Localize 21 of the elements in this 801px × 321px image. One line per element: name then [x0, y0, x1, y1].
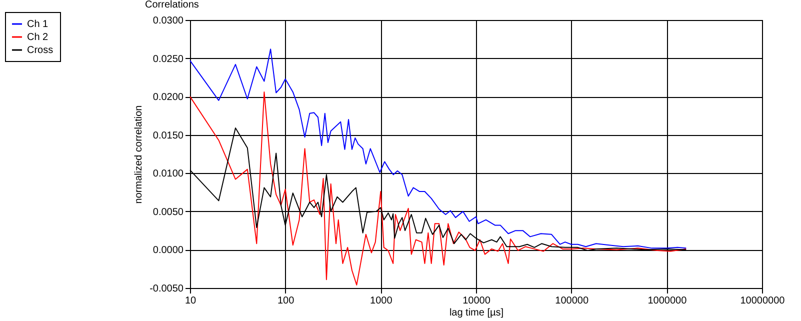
chart-title: Correlations — [145, 0, 199, 10]
y-tick-label: 0.0200 — [152, 92, 184, 104]
x-axis-title: lag time [µs] — [449, 308, 504, 318]
x-tick-label: 10000 — [462, 296, 491, 306]
y-tick-label: 0.0050 — [152, 206, 184, 218]
legend-label: Cross — [27, 45, 54, 56]
x-tick-label: 100 — [277, 296, 295, 306]
x-tick-label: 10000000 — [740, 296, 786, 306]
y-tick-label: 0.0000 — [152, 245, 184, 256]
y-tick-label: 0.0100 — [152, 168, 184, 180]
y-tick-label: 0.0150 — [152, 130, 184, 142]
y-tick-label: -0.0050 — [150, 284, 184, 294]
x-tick-label: 10 — [184, 296, 196, 306]
y-tick-label: 0.0300 — [152, 16, 184, 26]
legend-label: Ch 1 — [27, 19, 49, 30]
legend-label: Ch 2 — [27, 32, 49, 43]
y-axis-title: normalized correlation — [134, 105, 145, 204]
x-tick-label: 1000 — [370, 296, 393, 306]
x-tick-label: 100000 — [555, 296, 589, 306]
x-tick-label: 1000000 — [648, 296, 688, 306]
y-tick-label: 0.0250 — [152, 54, 184, 65]
